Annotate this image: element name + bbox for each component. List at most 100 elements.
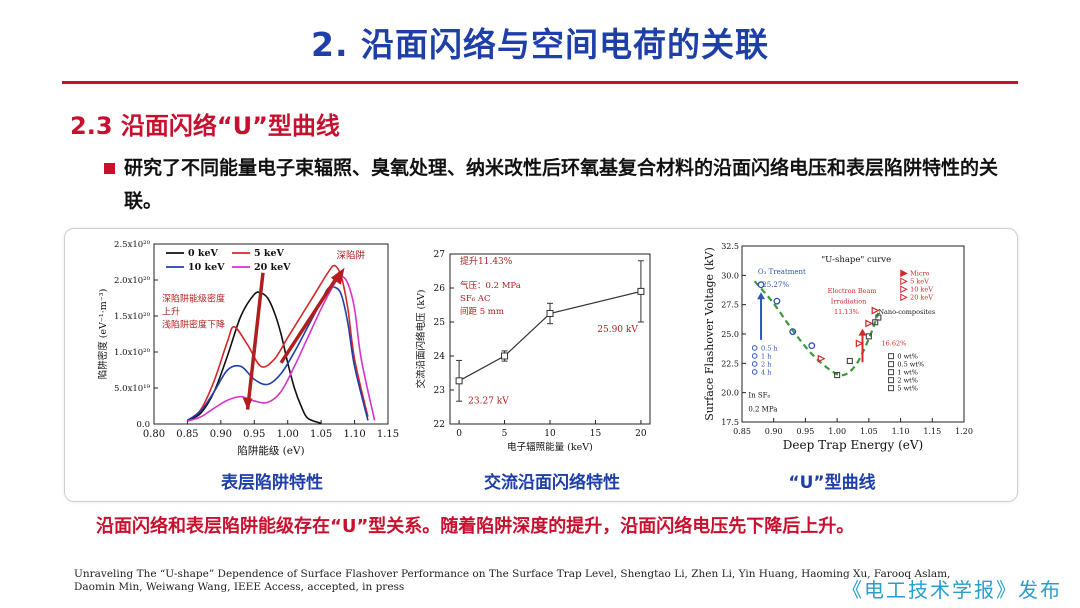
legend-label: 1 wt% [897,369,918,377]
caption-trap-characteristics: 表层陷阱特性 [221,473,323,493]
data-label-start: 23.27 kV [468,397,509,407]
legend-label: 20 keV [910,293,933,301]
legend-marker [900,293,908,302]
x-tick-label: 0 [456,429,462,439]
y-tick-label: 2.5x10²⁰ [114,240,151,250]
x-tick-label: 0.90 [210,429,232,440]
annotation-deep-rise: 深陷阱能级密度 [162,293,225,305]
x-tick-label: 0.95 [797,427,815,436]
data-point [546,310,554,317]
legend-marker [888,377,895,384]
data-point [501,352,509,360]
annotation-gap: 间距 5 mm [460,307,504,317]
irradiation-arrowhead [858,328,867,336]
annotation-o3-pct: 25.27% [762,281,789,289]
y-axis-label: Surface Flashover Voltage (kV) [703,247,716,421]
plot-frame [153,243,389,425]
annotation-nano: Nano-composites [878,308,935,316]
y-tick-label: 22 [434,420,445,430]
x-axis-label: 陷阱能级 (eV) [237,444,304,457]
y-tick-label: 25.0 [721,330,739,339]
y-tick-label: 32.5 [721,242,739,251]
shallow-trap-arrow [245,272,265,410]
data-point [865,333,872,340]
series-line [458,290,642,382]
y-tick-label: 22.5 [721,359,739,368]
y-tick-label: 2.0x10²⁰ [114,276,151,286]
y-axis-label: 交流沿面闪络电压 (kV) [415,289,427,388]
legend-marker [751,361,758,367]
y-tick-label: 17.5 [721,418,739,427]
series-line [187,291,322,425]
legend-label: 0.5 wt% [897,361,924,369]
data-point [865,319,874,328]
legend-label: 1 h [761,352,771,360]
y-tick-label: 25 [434,318,446,328]
section-subtitle: 2.3 沿面闪络“U”型曲线 [70,112,340,140]
x-axis-label: Deep Trap Energy (eV) [783,438,923,452]
legend-marker [751,345,758,351]
legend-label: 5 keV [910,277,929,285]
series-line [187,275,376,422]
x-tick-label: 1.10 [343,429,365,440]
x-tick-label: 20 [635,429,647,439]
legend-label: 20 keV [254,262,291,273]
annotation-shallow-drop: 浅陷阱密度下降 [162,319,225,331]
legend-label: 5 wt% [897,385,918,393]
u-shape-chart: 0.85 0.90 0.95 1.00 1.05 1.10 1.15 1.20 17.5 20.0… [703,242,973,452]
deep-trap-arrow [279,271,342,364]
bullet-square-icon [104,163,115,174]
data-point [757,281,765,289]
data-point [455,377,463,385]
legend-label: 0 keV [188,248,219,259]
legend-label: 10 keV [188,262,225,273]
annotation-pressure: 气压：0.2 MPa [460,280,521,291]
annotation-eb-2: Irradiation [831,297,867,305]
legend-label: 4 h [761,368,771,376]
x-tick-label: 0.90 [765,427,783,436]
annotation-gas: SF₆ AC [460,294,490,304]
x-tick-label: 15 [590,429,602,439]
legend-marker [900,277,908,286]
annotation-pressure: 0.2 MPa [748,405,777,413]
caption-u-shape: “U”型曲线 [788,473,876,493]
x-tick-label: 1.10 [892,427,910,436]
data-point [637,287,645,295]
annotation-eb: Electron Beam [828,287,877,295]
x-tick-label: 5 [502,429,508,439]
annotation-eb-pct: 11.13% [834,308,859,316]
trap-density-chart: 0.80 0.85 0.90 0.95 1.00 1.05 1.10 1.15 0.0 5.0x1… [97,240,399,457]
annotation-deep-rise-2: 上升 [162,307,180,318]
legend-marker [888,361,895,368]
caption-ac-flashover: 交流沿面闪络特性 [484,473,620,493]
y-tick-label: 5.0x10¹⁹ [114,384,151,394]
y-tick-label: 0.0 [136,420,150,430]
x-tick-label: 1.15 [923,427,941,436]
publisher-mark: 《电工技术学报》发布 [842,578,1062,602]
data-point [773,297,781,305]
y-axis-label: 陷阱密度 (eV⁻¹·m⁻³) [97,289,109,380]
legend-marker [900,269,908,278]
x-tick-label: 10 [544,429,556,439]
legend-label: 2 h [761,360,771,368]
annotation-deep-trap: 深陷阱 [337,249,366,261]
y-tick-label: 23 [434,386,446,396]
x-tick-label: 1.05 [860,427,878,436]
chart-title: "U-shape" curve [821,255,891,265]
x-tick-label: 1.00 [828,427,846,436]
data-label-end: 25.90 kV [597,325,638,335]
legend-label: 0.5 h [761,344,778,352]
legend-marker [751,353,758,359]
x-tick-label: 0.85 [733,427,751,436]
shallow-trap-arrowhead [242,397,253,410]
legend-label: Micro [910,269,929,277]
figure-panel [64,228,1018,502]
legend-label: 0 wt% [897,353,918,361]
legend-marker [888,353,895,360]
y-tick-label: 1.0x10²⁰ [114,348,151,358]
ac-flashover-chart: 0 5 10 15 20 22 23 24 25 26 27 电子辐照能量 (keV) 交流沿面闪络电压… [415,250,651,453]
reference-text: Unraveling The “U-shape” Dependence of S… [74,568,951,593]
y-tick-label: 24 [434,352,446,362]
y-tick-label: 30.0 [721,271,739,280]
data-point [817,354,826,363]
